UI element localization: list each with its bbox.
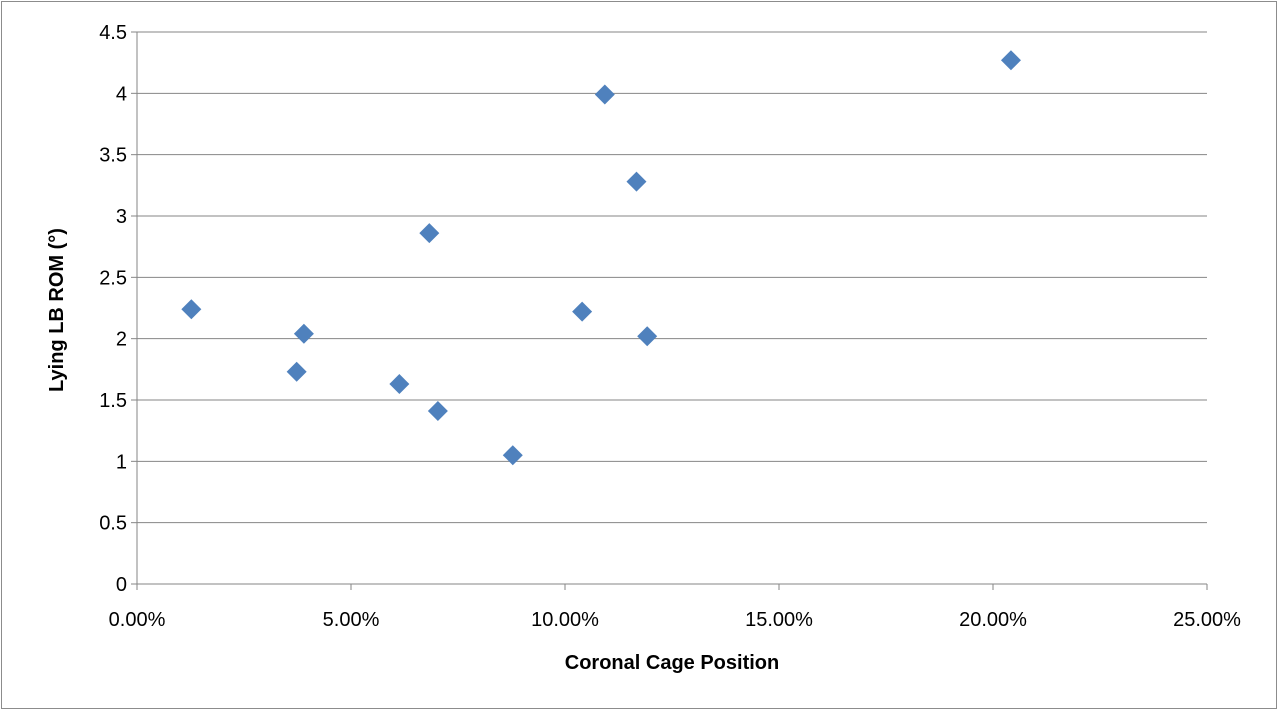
data-point (293, 323, 314, 344)
data-point (637, 326, 658, 347)
data-point (419, 223, 440, 244)
data-point (594, 84, 615, 105)
data-point (626, 171, 647, 192)
data-point (1000, 50, 1021, 71)
y-tick-label: 3.5 (99, 145, 127, 167)
y-tick-label: 1 (116, 451, 127, 473)
data-point (427, 401, 448, 422)
tick-labels: 0 0.5 1 1.5 2 2.5 3 3.5 4 4.5 0.00% 5.00% 10.00% 15.0… (99, 22, 1241, 631)
axes (131, 31, 1208, 590)
y-tick-label: 3 (116, 206, 127, 228)
y-tick-label: 0 (116, 574, 127, 596)
y-tick-label: 0.5 (99, 513, 127, 535)
x-tick-label: 0.00% (109, 609, 166, 631)
data-point (181, 299, 202, 320)
x-axis-title: Coronal Cage Position (565, 652, 779, 674)
x-tick-label: 5.00% (323, 609, 380, 631)
y-axis-title: Lying LB ROM (°) (46, 228, 68, 392)
x-tick-label: 15.00% (745, 609, 813, 631)
x-tick-label: 20.00% (959, 609, 1027, 631)
x-tick-label: 10.00% (531, 609, 599, 631)
y-tick-label: 4.5 (99, 22, 127, 44)
gridlines (137, 31, 1207, 524)
data-point (286, 361, 307, 382)
y-tick-label: 2 (116, 329, 127, 351)
data-point (389, 374, 410, 395)
data-point (572, 301, 593, 322)
y-tick-label: 4 (116, 83, 127, 105)
y-tick-label: 2.5 (99, 267, 127, 289)
x-tick-label: 25.00% (1173, 609, 1241, 631)
data-points (181, 50, 1021, 466)
y-tick-label: 1.5 (99, 390, 127, 412)
data-point (502, 445, 523, 466)
